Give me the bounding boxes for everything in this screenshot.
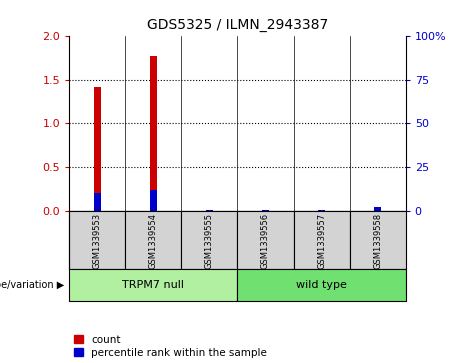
Bar [206, 210, 213, 211]
Bar [294, 211, 349, 269]
Bar [69, 269, 237, 301]
Text: GSM1339555: GSM1339555 [205, 213, 214, 269]
Text: wild type: wild type [296, 280, 347, 290]
Text: TRPM7 null: TRPM7 null [122, 280, 184, 290]
Bar [94, 87, 100, 211]
Bar [349, 211, 406, 269]
Bar [94, 193, 100, 211]
Bar [262, 210, 269, 211]
Bar [150, 56, 157, 211]
Text: GSM1339556: GSM1339556 [261, 213, 270, 269]
Bar [318, 210, 325, 211]
Text: GSM1339553: GSM1339553 [93, 213, 102, 269]
Title: GDS5325 / ILMN_2943387: GDS5325 / ILMN_2943387 [147, 19, 328, 33]
Text: GSM1339554: GSM1339554 [149, 213, 158, 269]
Bar [150, 189, 157, 211]
Bar [69, 211, 125, 269]
Text: GSM1339558: GSM1339558 [373, 213, 382, 269]
Bar [237, 269, 406, 301]
Bar [125, 211, 181, 269]
Text: genotype/variation ▶: genotype/variation ▶ [0, 280, 65, 290]
Bar [374, 207, 381, 211]
Bar [181, 211, 237, 269]
Bar [237, 211, 294, 269]
Legend: count, percentile rank within the sample: count, percentile rank within the sample [74, 335, 267, 358]
Text: GSM1339557: GSM1339557 [317, 213, 326, 269]
